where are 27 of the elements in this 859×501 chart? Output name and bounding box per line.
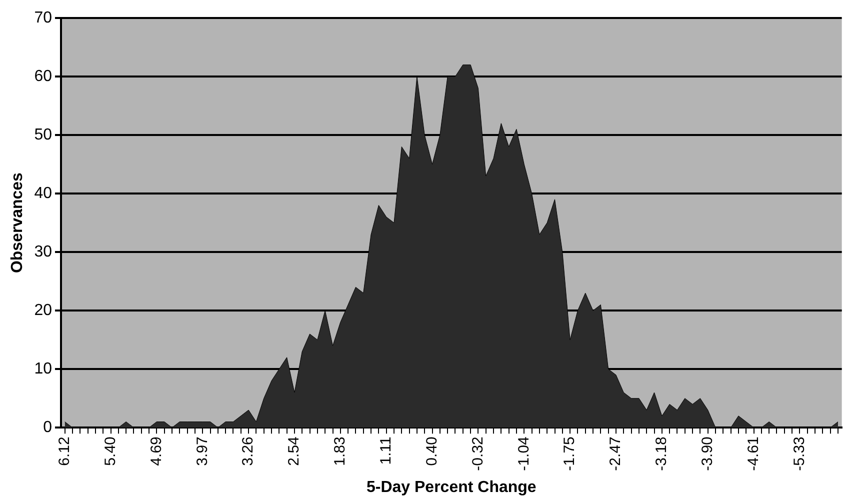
x-tick-label: 1.11 [377,436,394,465]
y-tick-label: 0 [43,419,52,436]
x-tick-label: -0.32 [469,436,486,471]
x-tick-label: -5.33 [790,436,808,471]
y-tick-label: 40 [34,184,52,202]
x-tick-label: -3.18 [653,436,670,471]
x-tick-label: 3.97 [194,436,211,466]
x-tick-label: -2.47 [607,436,624,471]
y-tick-label: 70 [34,9,52,26]
y-tick-label: 60 [34,68,52,85]
y-tick-label: 20 [34,302,52,319]
x-tick-label: 1.83 [332,436,349,466]
y-tick-label: 10 [34,360,52,378]
x-tick-label: 4.69 [148,436,165,466]
y-tick-label: 50 [34,126,52,144]
x-tick-label: 3.26 [240,436,257,466]
x-axis-title: 5-Day Percent Change [366,478,536,496]
x-tick-label: -1.75 [561,436,578,471]
x-tick-label: -1.04 [515,436,532,471]
x-tick-label: -4.61 [744,436,762,471]
x-tick-label: 0.40 [423,436,440,466]
x-tick-label: 6.12 [56,436,73,466]
x-tick-label: -3.90 [698,436,716,471]
y-axis-title: Observances [9,172,26,274]
y-tick-label: 30 [34,243,52,260]
x-tick-label: 5.40 [102,436,119,466]
x-tick-label: 2.54 [286,436,303,466]
